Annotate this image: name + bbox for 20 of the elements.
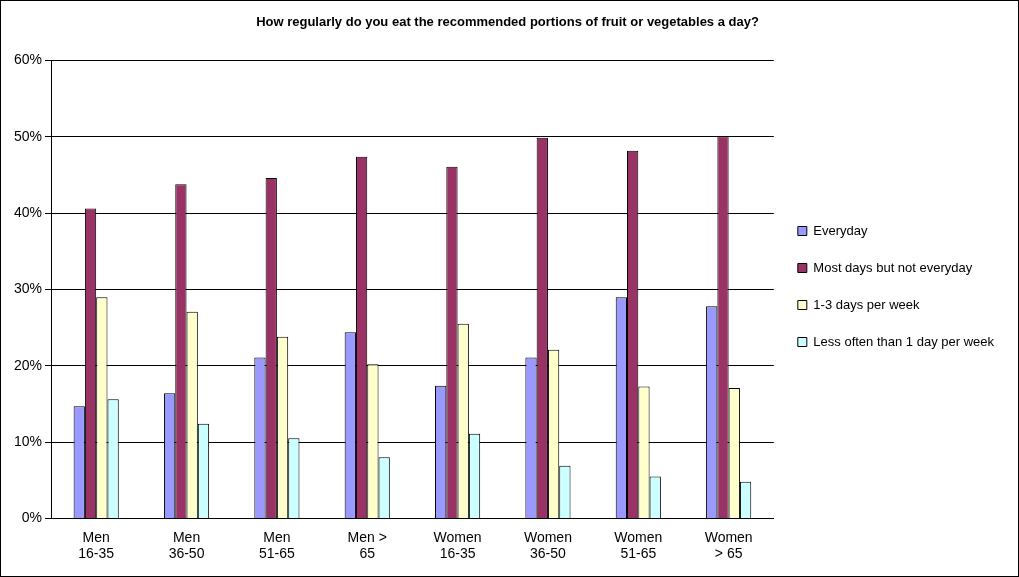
x-tick-label: Men > 65 bbox=[347, 528, 387, 562]
chart-title: How regularly do you eat the recommended portions of fruit or vegetables a day? bbox=[256, 14, 759, 30]
x-tick-label: Men 51-65 bbox=[258, 528, 296, 562]
legend-label: Most days but not everyday bbox=[813, 259, 973, 275]
x-tick-label: Women 16-35 bbox=[433, 528, 482, 562]
y-tick-label: 30% bbox=[13, 280, 43, 297]
y-tick-label: 50% bbox=[13, 127, 43, 144]
x-tick-label: Men 36-50 bbox=[168, 528, 205, 562]
x-tick-label: Women 36-50 bbox=[523, 528, 572, 562]
x-tick-label: Men 16-35 bbox=[78, 528, 115, 562]
y-tick-label: 20% bbox=[13, 356, 43, 373]
legend-label: Everyday bbox=[813, 222, 869, 238]
x-tick-label: Women 51-65 bbox=[614, 528, 663, 562]
x-tick-label: Women > 65 bbox=[704, 528, 753, 562]
legend-label: 1-3 days per week bbox=[813, 296, 921, 312]
y-tick-label: 40% bbox=[13, 204, 43, 221]
y-tick-label: 60% bbox=[13, 51, 43, 68]
y-tick-label: 0% bbox=[21, 509, 43, 526]
legend-label: Less often than 1 day per week bbox=[813, 333, 995, 349]
y-tick-label: 10% bbox=[13, 432, 43, 449]
